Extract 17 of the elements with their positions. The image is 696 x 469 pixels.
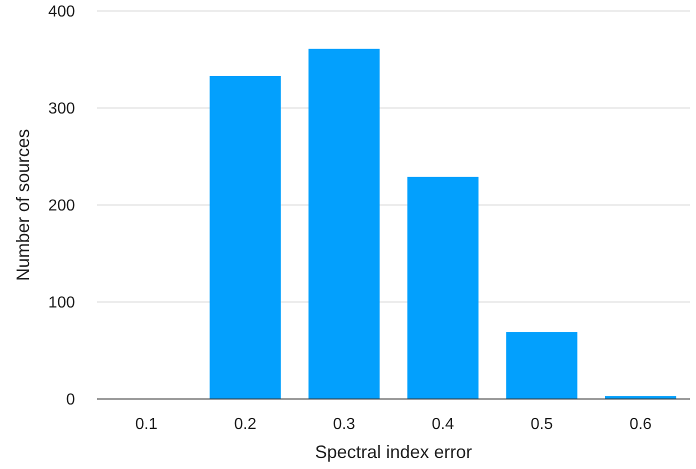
y-tick-label: 100 — [48, 294, 76, 312]
bar — [210, 76, 281, 399]
x-tick-label: 0.5 — [530, 416, 553, 433]
x-tick-label: 0.6 — [629, 416, 652, 433]
y-tick-label: 200 — [48, 198, 76, 215]
y-axis-title: Number of sources — [13, 128, 33, 282]
y-tick-label: 400 — [48, 4, 76, 21]
x-tick-label: 0.1 — [135, 416, 158, 433]
bar — [407, 176, 478, 399]
y-tick-label: 0 — [66, 392, 76, 409]
x-tick-label: 0.3 — [332, 416, 356, 433]
bar — [308, 48, 380, 399]
x-tick-label: 0.2 — [234, 416, 256, 433]
x-tick-label: 0.4 — [432, 416, 454, 433]
bar — [506, 332, 578, 399]
x-axis-title: Spectral index error — [314, 442, 472, 462]
y-tick-label: 300 — [48, 100, 76, 118]
